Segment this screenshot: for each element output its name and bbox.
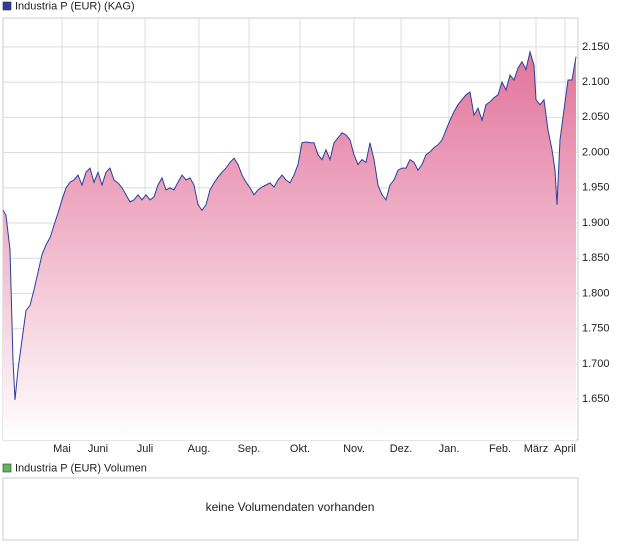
y-tick-label: 2.150 [582, 41, 610, 53]
y-tick-label: 2.000 [582, 146, 610, 158]
y-tick-label: 2.100 [582, 76, 610, 88]
x-tick-label: März [524, 443, 548, 455]
y-tick-label: 1.850 [582, 252, 610, 264]
x-tick-label: Jan. [439, 443, 460, 455]
legend-label: Industria P (EUR) (KAG) [15, 0, 135, 12]
y-tick-label: 1.900 [582, 217, 610, 229]
y-tick-label: 1.700 [582, 358, 610, 370]
y-tick-label: 1.650 [582, 393, 610, 405]
y-tick-label: 1.950 [582, 182, 610, 194]
y-tick-label: 2.050 [582, 111, 610, 123]
x-tick-label: Dez. [390, 443, 413, 455]
y-tick-label: 1.750 [582, 323, 610, 335]
y-tick-label: 1.800 [582, 287, 610, 299]
legend-swatch [2, 463, 12, 473]
x-tick-label: Sep. [238, 443, 261, 455]
x-tick-label: Juli [137, 443, 154, 455]
area [3, 51, 576, 441]
volume-legend-label: Industria P (EUR) Volumen [15, 462, 147, 474]
line [2, 49, 577, 400]
x-tick-label: Mai [53, 443, 71, 455]
volume-frame [2, 477, 579, 541]
x-tick-label: Nov. [343, 443, 365, 455]
x-tick-label: Aug. [188, 443, 211, 455]
x-tick-label: Okt. [290, 443, 310, 455]
volume-message: keine Volumendaten vorhanden [206, 500, 375, 514]
x-tick-label: April [554, 443, 576, 455]
x-tick-label: Feb. [489, 443, 511, 455]
x-tick-label: Juni [88, 443, 108, 455]
legend-swatch [2, 1, 12, 11]
